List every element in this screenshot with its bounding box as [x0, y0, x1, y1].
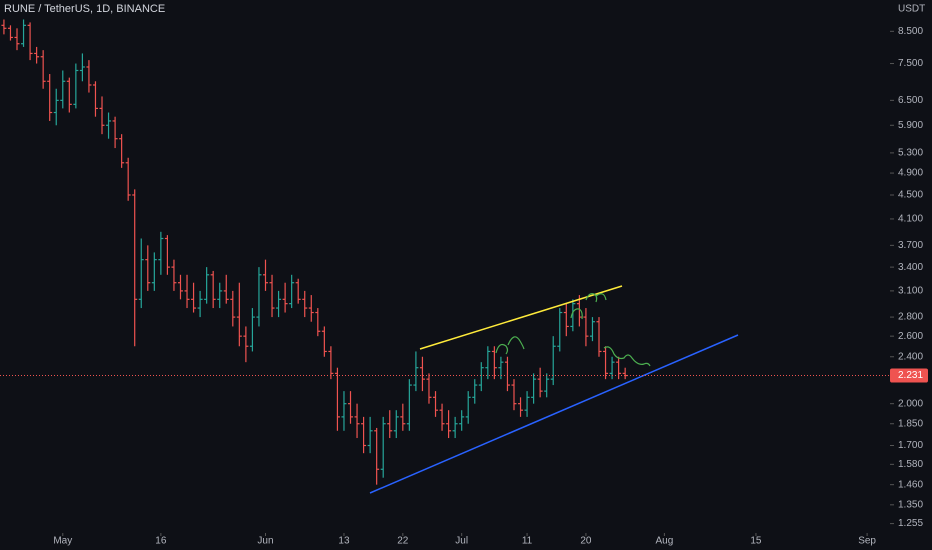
y-tick-label: 7.500	[898, 58, 923, 69]
x-tick-label: May	[53, 536, 72, 547]
y-tick-label: 1.460	[898, 479, 923, 490]
x-tick-label: Jul	[455, 536, 468, 547]
last-price-box	[890, 368, 928, 383]
x-tick-label: 11	[522, 536, 533, 547]
x-tick-label: Sep	[858, 536, 876, 547]
y-tick-label: 4.500	[898, 190, 923, 201]
x-tick-label: 20	[580, 536, 592, 547]
y-tick-label: 4.900	[898, 168, 923, 179]
y-tick-label: 2.800	[898, 312, 923, 323]
y-tick-label: 3.400	[898, 262, 923, 273]
y-tick-label: 5.900	[898, 120, 923, 131]
y-tick-label: 2.400	[898, 351, 923, 362]
y-tick-label: 1.580	[898, 459, 923, 470]
x-tick-label: Aug	[655, 536, 673, 547]
drawings	[369, 285, 739, 494]
y-tick-label: 1.700	[898, 440, 923, 451]
y-axis-label: USDT	[898, 4, 925, 15]
y-tick-label: 1.350	[898, 499, 923, 510]
chart-title: RUNE / TetherUS, 1D, BINANCE	[4, 3, 165, 15]
last-price-label: 2.231	[898, 370, 923, 381]
y-tick-label: 5.300	[898, 148, 923, 159]
y-tick-label: 2.600	[898, 331, 923, 342]
support-line	[369, 334, 739, 494]
y-tick-label: 4.100	[898, 214, 923, 225]
y-tick-label: 1.850	[898, 418, 923, 429]
annotation-squiggle	[570, 293, 607, 320]
y-tick-label: 8.500	[898, 26, 923, 37]
y-tick-label: 3.100	[898, 286, 923, 297]
x-tick-label: 22	[397, 536, 409, 547]
x-tick-label: 15	[750, 536, 762, 547]
x-tick-label: 13	[338, 536, 350, 547]
annotation-squiggle	[495, 336, 525, 355]
y-tick-label: 1.255	[898, 518, 923, 529]
x-tick-label: Jun	[257, 536, 273, 547]
annotation-squiggle	[603, 346, 651, 367]
y-tick-label: 6.500	[898, 95, 923, 106]
x-tick-label: 16	[155, 536, 167, 547]
y-tick-label: 2.000	[898, 398, 923, 409]
y-tick-label: 3.700	[898, 240, 923, 251]
